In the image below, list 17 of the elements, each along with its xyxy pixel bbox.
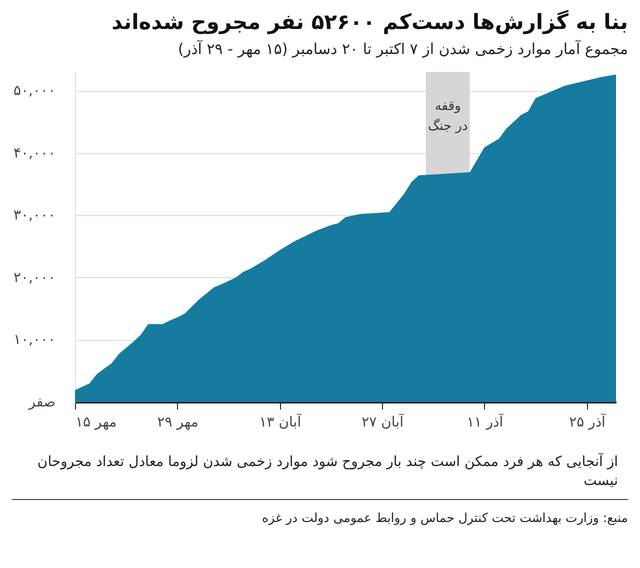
x-tick-label: ۱۵ مهر (76, 414, 117, 430)
chart-title: بنا به گزارش‌ها دست‌کم ۵۲۶۰۰ نفر مجروح شده‌اند (110, 10, 629, 34)
x-tick-label: ۲۹ مهر (157, 414, 198, 430)
y-tick-label: صفر (28, 394, 56, 410)
x-tick-label: ۲۷ آبان (362, 412, 405, 430)
x-tick-label: ۲۵ آذر (569, 412, 607, 430)
text: از آنجایی که هر فرد ممکن است چند بار مجروح شود موارد زخمی شدن لزوما معادل تعداد مجروحان نیست (36, 453, 619, 491)
x-tick-label: ۱۱ آذر (466, 412, 504, 430)
y-tick-label: ۱۰,۰۰۰ (13, 332, 56, 348)
band-label: وقفه در جنگ (428, 99, 468, 134)
y-tick-label: ۵۰,۰۰۰ (13, 83, 56, 100)
text: منبع: وزارت بهداشت تحت کنترل حماس و روابط عمومی دولت در غزه (12, 498, 628, 525)
x-tick-label: ۱۳ آبان (259, 412, 302, 430)
y-tick-label: ۳۰,۰۰۰ (13, 208, 56, 224)
y-tick-label: ۲۰,۰۰۰ (13, 270, 56, 286)
chart-subtitle: مجموع آمار موارد زخمی شدن از ۷ اکتبر تا ۲۰ دسامبر (۱۵ مهر - ۲۹ آذر) (177, 40, 629, 58)
y-tick-label: ۴۰,۰۰۰ (13, 145, 56, 162)
